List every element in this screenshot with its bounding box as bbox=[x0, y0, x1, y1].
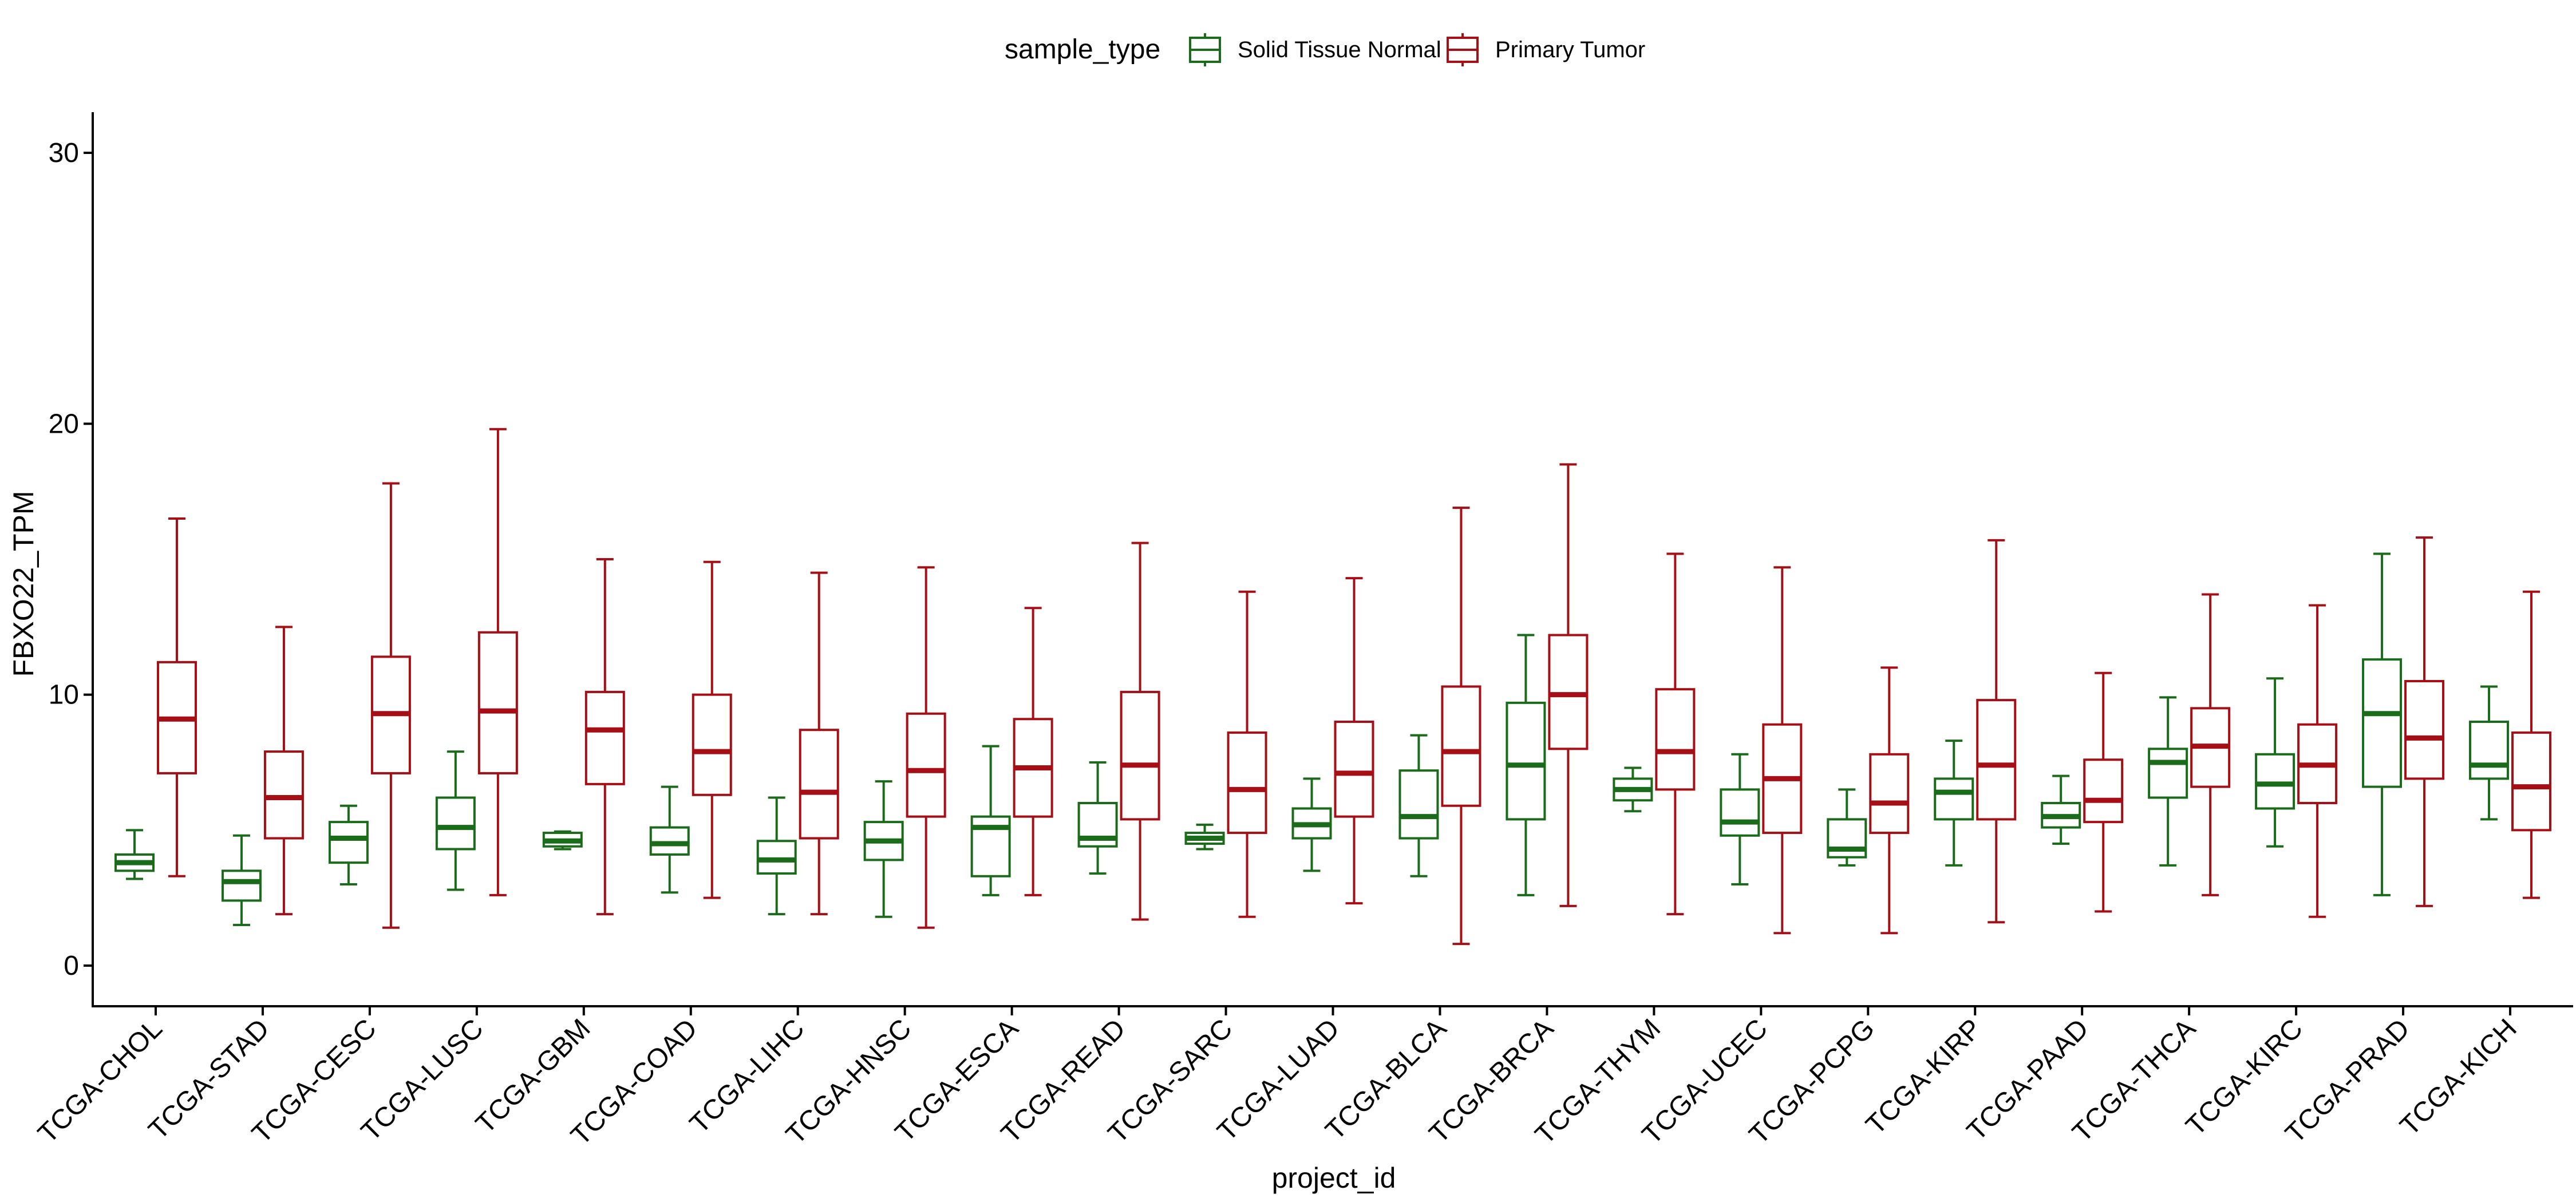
legend-key-primary-tumor bbox=[1447, 33, 1479, 66]
iqr-box bbox=[2511, 731, 2551, 832]
iqr-box bbox=[1976, 699, 2017, 821]
iqr-box bbox=[1655, 688, 1696, 791]
box-tcga-luad-primary-tumor bbox=[1334, 577, 1374, 905]
iqr-box bbox=[328, 821, 369, 864]
y-ticks: 0 10 20 30 bbox=[49, 138, 93, 981]
box-tcga-gbm-solid-tissue-normal bbox=[542, 830, 583, 851]
box-tcga-read-solid-tissue-normal bbox=[1077, 761, 1118, 875]
y-tick-label: 10 bbox=[49, 680, 79, 710]
iqr-box bbox=[1334, 721, 1374, 818]
box-tcga-kirp-solid-tissue-normal bbox=[1934, 740, 1974, 867]
iqr-box bbox=[2083, 758, 2124, 824]
box-tcga-gbm-primary-tumor bbox=[584, 558, 625, 916]
iqr-box bbox=[584, 690, 625, 785]
legend-item-primary-tumor: Primary Tumor bbox=[1447, 33, 1645, 66]
box-tcga-lihc-primary-tumor bbox=[799, 571, 839, 916]
boxes bbox=[114, 428, 2551, 946]
box-tcga-kich-solid-tissue-normal bbox=[2469, 685, 2509, 821]
iqr-box bbox=[2255, 753, 2296, 810]
box-tcga-luad-solid-tissue-normal bbox=[1291, 777, 1332, 872]
box-tcga-stad-solid-tissue-normal bbox=[221, 834, 262, 926]
iqr-box bbox=[1934, 777, 1974, 821]
legend-title: sample_type bbox=[1005, 34, 1160, 65]
box-tcga-paad-primary-tumor bbox=[2083, 671, 2124, 913]
box-tcga-paad-solid-tissue-normal bbox=[2041, 774, 2081, 845]
iqr-box bbox=[756, 840, 797, 875]
box-tcga-kirc-solid-tissue-normal bbox=[2255, 677, 2296, 848]
iqr-box bbox=[2469, 721, 2509, 780]
box-tcga-esca-primary-tumor bbox=[1013, 607, 1053, 896]
box-tcga-cesc-solid-tissue-normal bbox=[328, 804, 369, 885]
box-tcga-sarc-solid-tissue-normal bbox=[1184, 823, 1225, 851]
iqr-box bbox=[2404, 680, 2445, 780]
iqr-box bbox=[1120, 690, 1160, 821]
box-tcga-chol-solid-tissue-normal bbox=[114, 829, 155, 880]
iqr-box bbox=[477, 631, 518, 774]
iqr-box bbox=[692, 693, 732, 796]
iqr-box bbox=[1398, 769, 1439, 840]
box-tcga-blca-solid-tissue-normal bbox=[1398, 734, 1439, 877]
box-tcga-cesc-primary-tumor bbox=[370, 482, 411, 929]
box-tcga-lusc-solid-tissue-normal bbox=[435, 750, 476, 891]
box-tcga-thym-solid-tissue-normal bbox=[1613, 766, 1653, 813]
y-tick-label: 0 bbox=[64, 951, 79, 981]
box-tcga-chol-primary-tumor bbox=[157, 517, 197, 877]
iqr-box bbox=[263, 750, 304, 840]
box-tcga-pcpg-primary-tumor bbox=[1869, 666, 1910, 935]
x-axis-title: project_id bbox=[1272, 1162, 1396, 1194]
iqr-box bbox=[1506, 701, 1546, 821]
legend-label-solid-tissue-normal: Solid Tissue Normal bbox=[1238, 37, 1441, 62]
box-tcga-read-primary-tumor bbox=[1120, 541, 1160, 921]
box-tcga-hnsc-primary-tumor bbox=[906, 566, 946, 929]
legend-item-solid-tissue-normal: Solid Tissue Normal bbox=[1189, 33, 1441, 66]
iqr-box bbox=[221, 869, 262, 902]
box-tcga-thca-primary-tumor bbox=[2190, 593, 2231, 896]
iqr-box bbox=[1720, 788, 1760, 837]
x-ticks: TCGA-CHOLTCGA-STADTCGA-CESCTCGA-LUSCTCGA… bbox=[32, 1006, 2523, 1151]
x-tick-label-tcga-kich: TCGA-KICH bbox=[2395, 1013, 2523, 1141]
box-tcga-thca-solid-tissue-normal bbox=[2148, 696, 2188, 867]
iqr-box bbox=[1548, 634, 1589, 750]
legend-key-solid-tissue-normal bbox=[1189, 33, 1221, 66]
box-tcga-thym-primary-tumor bbox=[1655, 552, 1696, 916]
iqr-box bbox=[2362, 658, 2403, 788]
box-tcga-ucec-solid-tissue-normal bbox=[1720, 753, 1760, 885]
box-tcga-brca-primary-tumor bbox=[1548, 463, 1589, 907]
box-tcga-brca-solid-tissue-normal bbox=[1506, 634, 1546, 896]
box-tcga-hnsc-solid-tissue-normal bbox=[863, 780, 904, 918]
box-tcga-lihc-solid-tissue-normal bbox=[756, 796, 797, 916]
iqr-box bbox=[435, 796, 476, 851]
box-tcga-stad-primary-tumor bbox=[263, 626, 304, 916]
box-tcga-esca-solid-tissue-normal bbox=[970, 745, 1011, 896]
box-tcga-sarc-primary-tumor bbox=[1227, 590, 1267, 918]
box-tcga-kirp-primary-tumor bbox=[1976, 539, 2017, 924]
box-tcga-coad-primary-tumor bbox=[692, 560, 732, 899]
y-tick-label: 30 bbox=[49, 138, 79, 168]
iqr-box bbox=[799, 729, 839, 840]
box-tcga-blca-primary-tumor bbox=[1441, 507, 1481, 946]
y-tick-label: 20 bbox=[49, 409, 79, 439]
iqr-box bbox=[906, 712, 946, 818]
legend: sample_type Solid Tissue Normal Primary … bbox=[1005, 33, 1645, 66]
box-tcga-prad-primary-tumor bbox=[2404, 536, 2445, 907]
iqr-box bbox=[1227, 731, 1267, 835]
iqr-box bbox=[1869, 753, 1910, 835]
box-tcga-prad-solid-tissue-normal bbox=[2362, 552, 2403, 896]
box-tcga-kirc-primary-tumor bbox=[2297, 604, 2338, 918]
box-tcga-ucec-primary-tumor bbox=[1762, 566, 1803, 935]
box-tcga-coad-solid-tissue-normal bbox=[649, 785, 690, 894]
box-tcga-lusc-primary-tumor bbox=[477, 428, 518, 896]
box-tcga-pcpg-solid-tissue-normal bbox=[1827, 788, 1867, 867]
legend-label-primary-tumor: Primary Tumor bbox=[1495, 37, 1645, 62]
iqr-box bbox=[649, 826, 690, 856]
iqr-box bbox=[2148, 748, 2188, 799]
box-tcga-kich-primary-tumor bbox=[2511, 590, 2551, 899]
y-axis-title: FBXO22_TPM bbox=[7, 491, 39, 677]
iqr-box bbox=[1441, 685, 1481, 807]
